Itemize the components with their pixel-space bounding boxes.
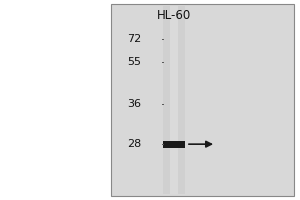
Bar bbox=[164, 6, 184, 194]
Text: 55: 55 bbox=[127, 57, 141, 67]
Bar bbox=[111, 4, 294, 196]
Text: 36: 36 bbox=[127, 99, 141, 109]
Bar bbox=[164, 141, 184, 148]
Text: HL-60: HL-60 bbox=[157, 9, 191, 22]
Text: 72: 72 bbox=[127, 34, 141, 44]
Text: 28: 28 bbox=[127, 139, 141, 149]
Bar bbox=[170, 6, 178, 194]
